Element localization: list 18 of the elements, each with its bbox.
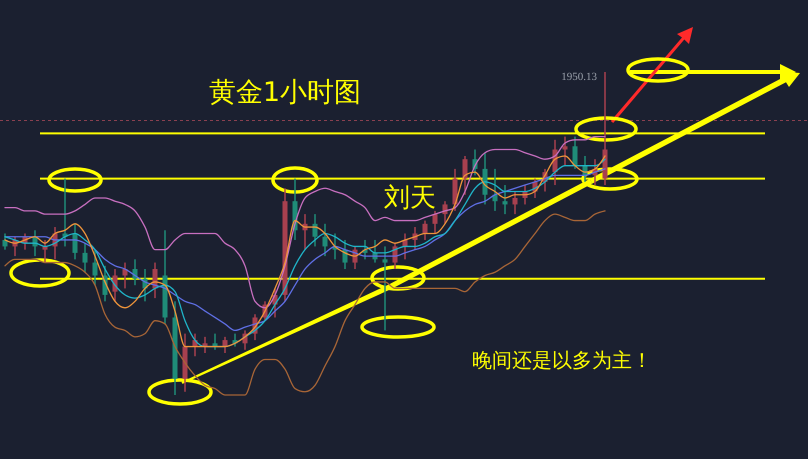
candlestick xyxy=(572,136,578,170)
candlestick xyxy=(382,246,388,332)
candlestick xyxy=(72,223,78,260)
candlestick xyxy=(422,220,428,241)
candlestick xyxy=(222,336,228,354)
candlestick xyxy=(562,136,568,166)
candlestick xyxy=(502,184,508,215)
candlestick xyxy=(92,248,98,286)
chart-title: 黄金1小时图 xyxy=(208,77,362,108)
candlestick xyxy=(2,232,8,250)
annotation: 晚间还是以多为主！ xyxy=(472,348,652,372)
annotation: 1950.13 xyxy=(561,71,598,83)
candlestick xyxy=(462,155,468,196)
candlestick xyxy=(432,210,438,234)
candlestick xyxy=(82,242,88,274)
annotation: 刘天 xyxy=(384,183,436,213)
candlestick xyxy=(322,223,328,257)
candlestick xyxy=(512,190,518,215)
